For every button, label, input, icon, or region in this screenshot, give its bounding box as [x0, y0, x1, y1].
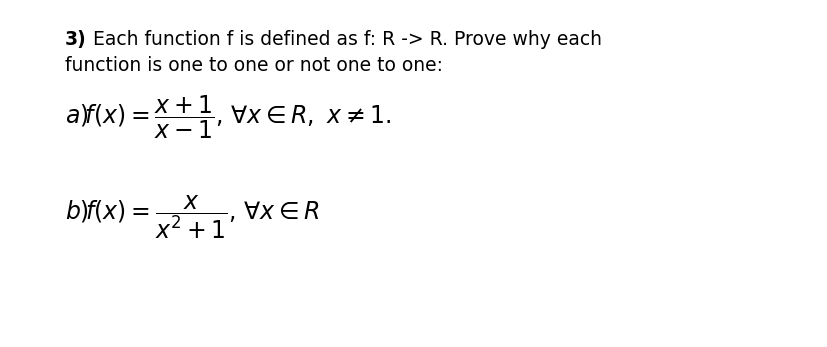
Text: $\it{a)}\!f(x) = \dfrac{x+1}{x-1}$, $\forall x \in R,\ x \neq 1.$: $\it{a)}\!f(x) = \dfrac{x+1}{x-1}$, $\fo… — [65, 93, 391, 141]
Text: $\it{b)}\!f(x) = \dfrac{x}{x^2+1}$, $\forall x \in R$: $\it{b)}\!f(x) = \dfrac{x}{x^2+1}$, $\fo… — [65, 193, 319, 241]
Text: Each function f is defined as f: R -> R. Prove why each: Each function f is defined as f: R -> R.… — [87, 30, 601, 49]
Text: 3): 3) — [65, 30, 87, 49]
Text: function is one to one or not one to one:: function is one to one or not one to one… — [65, 56, 442, 75]
